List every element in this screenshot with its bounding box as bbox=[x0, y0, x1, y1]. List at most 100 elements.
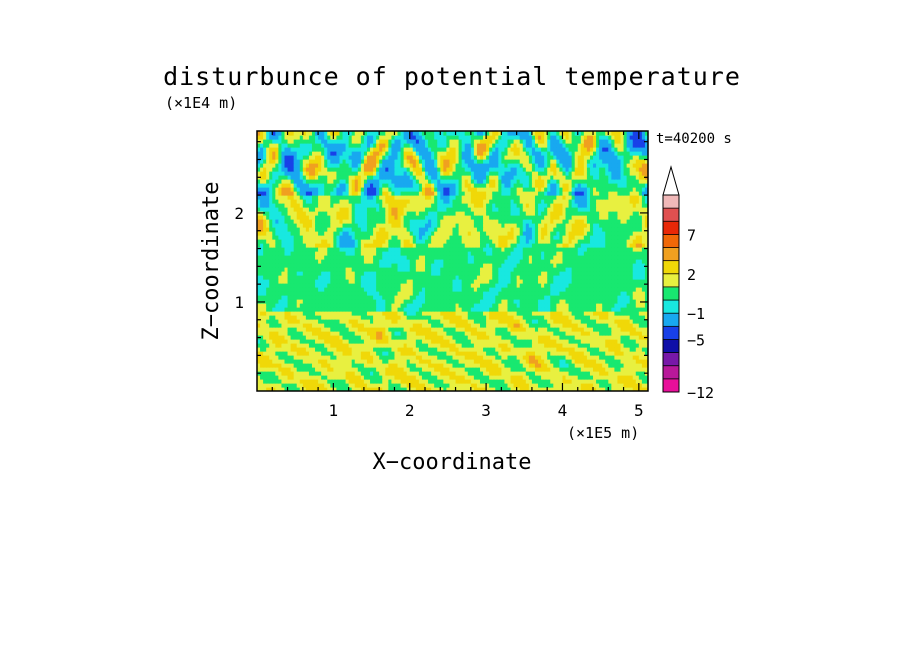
field-cell bbox=[553, 243, 557, 248]
field-cell bbox=[385, 295, 389, 300]
field-cell bbox=[556, 307, 561, 312]
field-cell bbox=[394, 271, 399, 276]
field-cell bbox=[559, 291, 564, 296]
field-cell bbox=[382, 339, 386, 344]
field-cell bbox=[296, 311, 301, 316]
field-cell bbox=[305, 251, 310, 256]
field-cell bbox=[635, 291, 640, 296]
field-cell bbox=[363, 323, 368, 328]
field-cell bbox=[388, 331, 392, 336]
field-cell bbox=[278, 339, 283, 344]
field-cell bbox=[275, 327, 279, 332]
field-cell bbox=[449, 387, 454, 391]
field-cell bbox=[626, 303, 631, 308]
field-cell bbox=[418, 319, 423, 324]
field-cell bbox=[260, 359, 264, 364]
field-cell bbox=[513, 243, 518, 248]
field-cell bbox=[489, 303, 493, 308]
field-cell bbox=[452, 303, 457, 308]
field-cell bbox=[608, 387, 612, 391]
field-cell bbox=[464, 323, 469, 328]
field-cell bbox=[611, 271, 615, 276]
field-cell bbox=[565, 367, 570, 372]
field-cell bbox=[611, 307, 615, 312]
field-cell bbox=[348, 367, 353, 372]
field-cell bbox=[434, 311, 438, 316]
field-cell bbox=[366, 299, 371, 304]
field-cell bbox=[366, 251, 371, 256]
field-cell bbox=[400, 243, 405, 248]
field-cell bbox=[434, 299, 438, 304]
field-cell bbox=[406, 239, 411, 244]
field-cell bbox=[446, 319, 451, 324]
field-cell bbox=[492, 263, 496, 268]
field-cell bbox=[525, 363, 530, 368]
field-cell bbox=[287, 323, 292, 328]
field-cell bbox=[443, 331, 447, 336]
field-cell bbox=[541, 355, 545, 360]
field-cell bbox=[299, 287, 304, 292]
field-cell bbox=[461, 343, 466, 348]
field-cell bbox=[415, 367, 420, 372]
field-cell bbox=[458, 371, 463, 376]
field-cell bbox=[507, 367, 512, 372]
field-cell bbox=[593, 255, 597, 260]
field-cell bbox=[513, 375, 518, 380]
field-cell bbox=[281, 247, 286, 252]
field-cell bbox=[296, 343, 301, 348]
field-cell bbox=[391, 331, 396, 336]
field-cell bbox=[614, 239, 619, 244]
field-cell bbox=[599, 283, 603, 288]
field-cell bbox=[623, 295, 628, 300]
field-cell bbox=[443, 319, 447, 324]
field-cell bbox=[336, 347, 341, 352]
field-cell bbox=[464, 363, 469, 368]
field-cell bbox=[586, 331, 591, 336]
field-cell bbox=[495, 383, 499, 388]
field-cell bbox=[403, 247, 408, 252]
field-cell bbox=[507, 363, 512, 368]
field-cell bbox=[305, 351, 310, 356]
field-cell bbox=[489, 263, 493, 268]
field-cell bbox=[464, 387, 469, 391]
field-cell bbox=[638, 375, 643, 380]
field-cell bbox=[479, 235, 484, 240]
field-cell bbox=[345, 339, 350, 344]
field-cell bbox=[257, 271, 261, 276]
field-cell bbox=[556, 311, 561, 316]
field-cell bbox=[437, 311, 441, 316]
field-cell bbox=[296, 299, 301, 304]
field-cell bbox=[538, 379, 542, 384]
field-cell bbox=[571, 307, 576, 312]
field-cell bbox=[479, 275, 484, 280]
field-cell bbox=[351, 279, 356, 284]
field-cell bbox=[541, 383, 545, 388]
field-cell bbox=[354, 283, 359, 288]
field-cell bbox=[406, 263, 411, 268]
field-cell bbox=[305, 347, 310, 352]
field-cell bbox=[507, 263, 512, 268]
field-cell bbox=[406, 339, 411, 344]
field-cell bbox=[528, 379, 533, 384]
field-cell bbox=[611, 383, 615, 388]
field-cell bbox=[333, 335, 338, 340]
field-cell bbox=[593, 323, 597, 328]
field-cell bbox=[321, 251, 325, 256]
field-cell bbox=[357, 331, 362, 336]
field-cell bbox=[556, 295, 561, 300]
field-cell bbox=[327, 331, 331, 336]
field-cell bbox=[376, 343, 380, 348]
field-cell bbox=[479, 315, 484, 320]
field-cell bbox=[492, 359, 496, 364]
field-cell bbox=[342, 371, 347, 376]
field-cell bbox=[400, 295, 405, 300]
field-cell bbox=[522, 247, 527, 252]
field-cell bbox=[461, 247, 466, 252]
field-cell bbox=[467, 387, 472, 391]
field-cell bbox=[498, 291, 502, 296]
field-cell bbox=[437, 291, 441, 296]
field-cell bbox=[470, 363, 475, 368]
field-cell bbox=[333, 331, 338, 336]
field-cell bbox=[458, 267, 463, 272]
field-cell bbox=[366, 271, 371, 276]
